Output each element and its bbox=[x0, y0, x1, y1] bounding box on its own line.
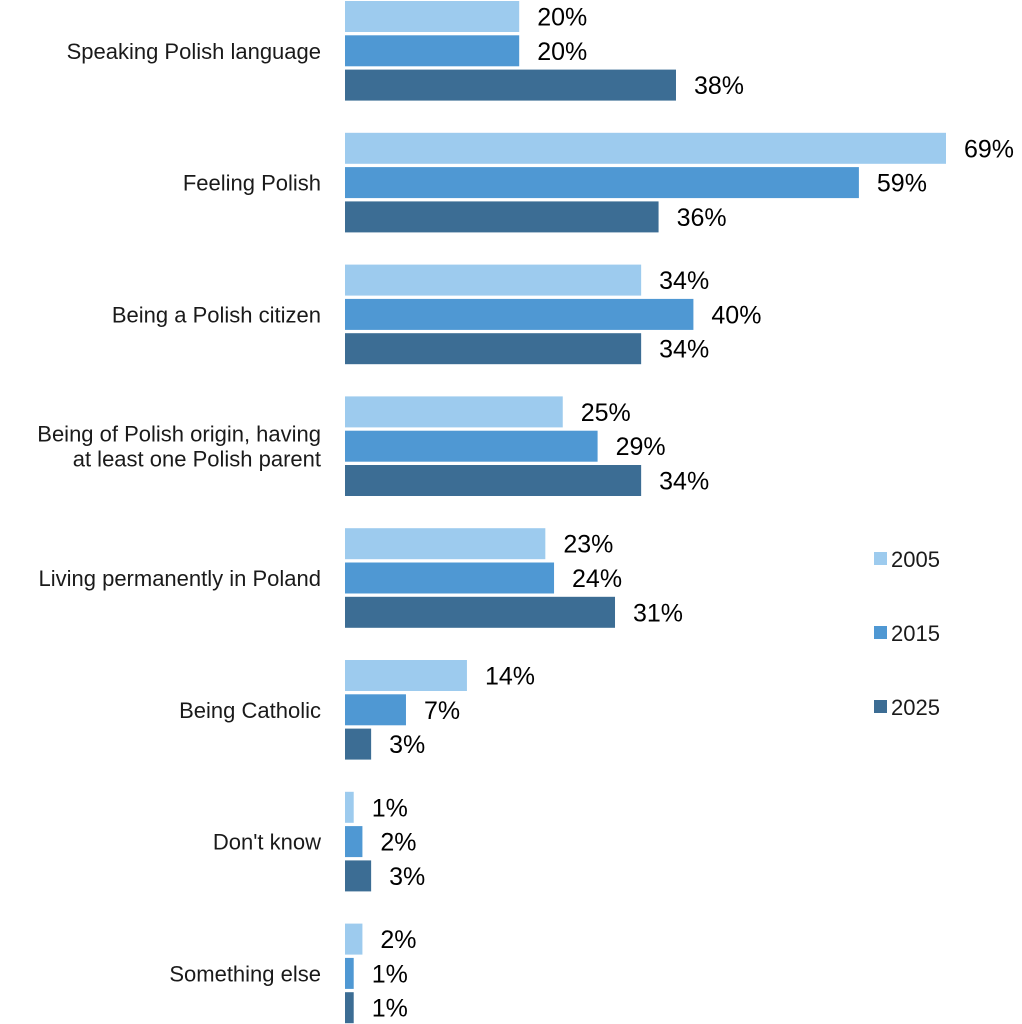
bar-2015 bbox=[345, 35, 520, 67]
legend-swatch bbox=[874, 700, 887, 713]
bar-group: Something else 2% 1% 1% bbox=[169, 923, 417, 1024]
legend-label: 2015 bbox=[891, 621, 940, 646]
bar-2025 bbox=[345, 596, 616, 628]
category-label: Living permanently in Poland bbox=[38, 566, 321, 591]
data-label-2015: 59% bbox=[877, 170, 927, 198]
bar-2025 bbox=[345, 860, 372, 892]
bar-2015 bbox=[345, 826, 363, 858]
data-label-2005: 69% bbox=[964, 135, 1014, 163]
category-label-line: at least one Polish parent bbox=[73, 447, 321, 472]
legend-item: 2025 bbox=[874, 695, 940, 720]
bar-group: Don't know 1% 2% 3% bbox=[213, 791, 425, 892]
bar-2025 bbox=[345, 333, 642, 365]
data-label-2005: 20% bbox=[537, 4, 587, 32]
data-label-2005: 1% bbox=[372, 794, 408, 822]
bar-2015 bbox=[345, 167, 859, 199]
bar-2005 bbox=[345, 923, 363, 955]
data-label-2025: 1% bbox=[372, 995, 408, 1023]
legend-item: 2005 bbox=[874, 547, 940, 572]
category-label: Something else bbox=[169, 961, 321, 986]
data-label-2005: 2% bbox=[380, 926, 416, 954]
bar-2025 bbox=[345, 69, 676, 101]
data-label-2015: 29% bbox=[616, 433, 666, 461]
bar-group: Being of Polish origin, having at least o… bbox=[37, 396, 709, 496]
bar-2015 bbox=[345, 298, 694, 330]
data-label-2015: 20% bbox=[537, 38, 587, 66]
category-label: Being a Polish citizen bbox=[112, 302, 321, 327]
bar-group: Being Catholic 14% 7% 3% bbox=[179, 660, 535, 760]
legend-swatch bbox=[874, 626, 887, 639]
bar-2015 bbox=[345, 430, 598, 462]
data-label-2005: 25% bbox=[581, 399, 631, 427]
bar-group: Being a Polish citizen 34%40%34% bbox=[112, 264, 761, 365]
category-label: Being Catholic bbox=[179, 698, 321, 723]
bar-2005 bbox=[345, 791, 354, 823]
data-label-2025: 3% bbox=[389, 863, 425, 891]
category-label-line: Something else bbox=[169, 961, 321, 986]
bar-2005 bbox=[345, 264, 642, 296]
legend-swatch bbox=[874, 552, 887, 565]
data-label-2025: 34% bbox=[659, 468, 709, 496]
bar-2025 bbox=[345, 728, 372, 760]
bar-2015 bbox=[345, 694, 406, 726]
data-label-2025: 3% bbox=[389, 731, 425, 759]
legend-label: 2005 bbox=[891, 547, 940, 572]
legend-label: 2025 bbox=[891, 695, 940, 720]
bar-2005 bbox=[345, 396, 563, 428]
bar-2025 bbox=[345, 992, 354, 1024]
bar-2005 bbox=[345, 1, 520, 32]
category-label-line: Don't know bbox=[213, 830, 321, 855]
data-label-2005: 34% bbox=[659, 267, 709, 295]
category-label-line: Being a Polish citizen bbox=[112, 302, 321, 327]
data-label-2005: 14% bbox=[485, 663, 535, 691]
category-label-line: Feeling Polish bbox=[183, 171, 321, 196]
data-label-2015: 40% bbox=[711, 301, 761, 329]
bar-group: Speaking Polish language 20% 20% 38% bbox=[67, 1, 744, 101]
category-label: Speaking Polish language bbox=[67, 39, 321, 64]
bar-group: Feeling Polish 69% 59% 36% bbox=[183, 132, 1014, 233]
bar-2025 bbox=[345, 201, 659, 233]
category-label-line: Speaking Polish language bbox=[67, 39, 321, 64]
category-label: Don't know bbox=[213, 830, 321, 855]
data-label-2025: 34% bbox=[659, 336, 709, 364]
bar-2025 bbox=[345, 465, 642, 496]
data-label-2025: 31% bbox=[633, 599, 683, 627]
legend-item: 2015 bbox=[874, 621, 940, 646]
category-label: Being of Polish origin, having at least o… bbox=[37, 422, 321, 472]
data-label-2015: 7% bbox=[424, 697, 460, 725]
bar-2005 bbox=[345, 132, 946, 164]
category-label-line: Being Catholic bbox=[179, 698, 321, 723]
bar-2005 bbox=[345, 528, 546, 560]
category-label-line: Living permanently in Poland bbox=[38, 566, 321, 591]
data-label-2025: 38% bbox=[694, 72, 744, 100]
data-label-2015: 1% bbox=[372, 960, 408, 988]
bar-2015 bbox=[345, 957, 354, 989]
data-label-2015: 2% bbox=[380, 829, 416, 857]
data-label-2025: 36% bbox=[677, 204, 727, 232]
category-label: Feeling Polish bbox=[183, 171, 321, 196]
bar-2015 bbox=[345, 562, 555, 594]
data-label-2015: 24% bbox=[572, 565, 622, 593]
legend: 2005 2015 2025 bbox=[874, 547, 940, 720]
category-label-line: Being of Polish origin, having bbox=[37, 422, 321, 447]
bar-2005 bbox=[345, 660, 467, 691]
data-label-2005: 23% bbox=[563, 531, 613, 559]
bar-group: Living permanently in Poland 23% 24% 31% bbox=[38, 528, 683, 628]
